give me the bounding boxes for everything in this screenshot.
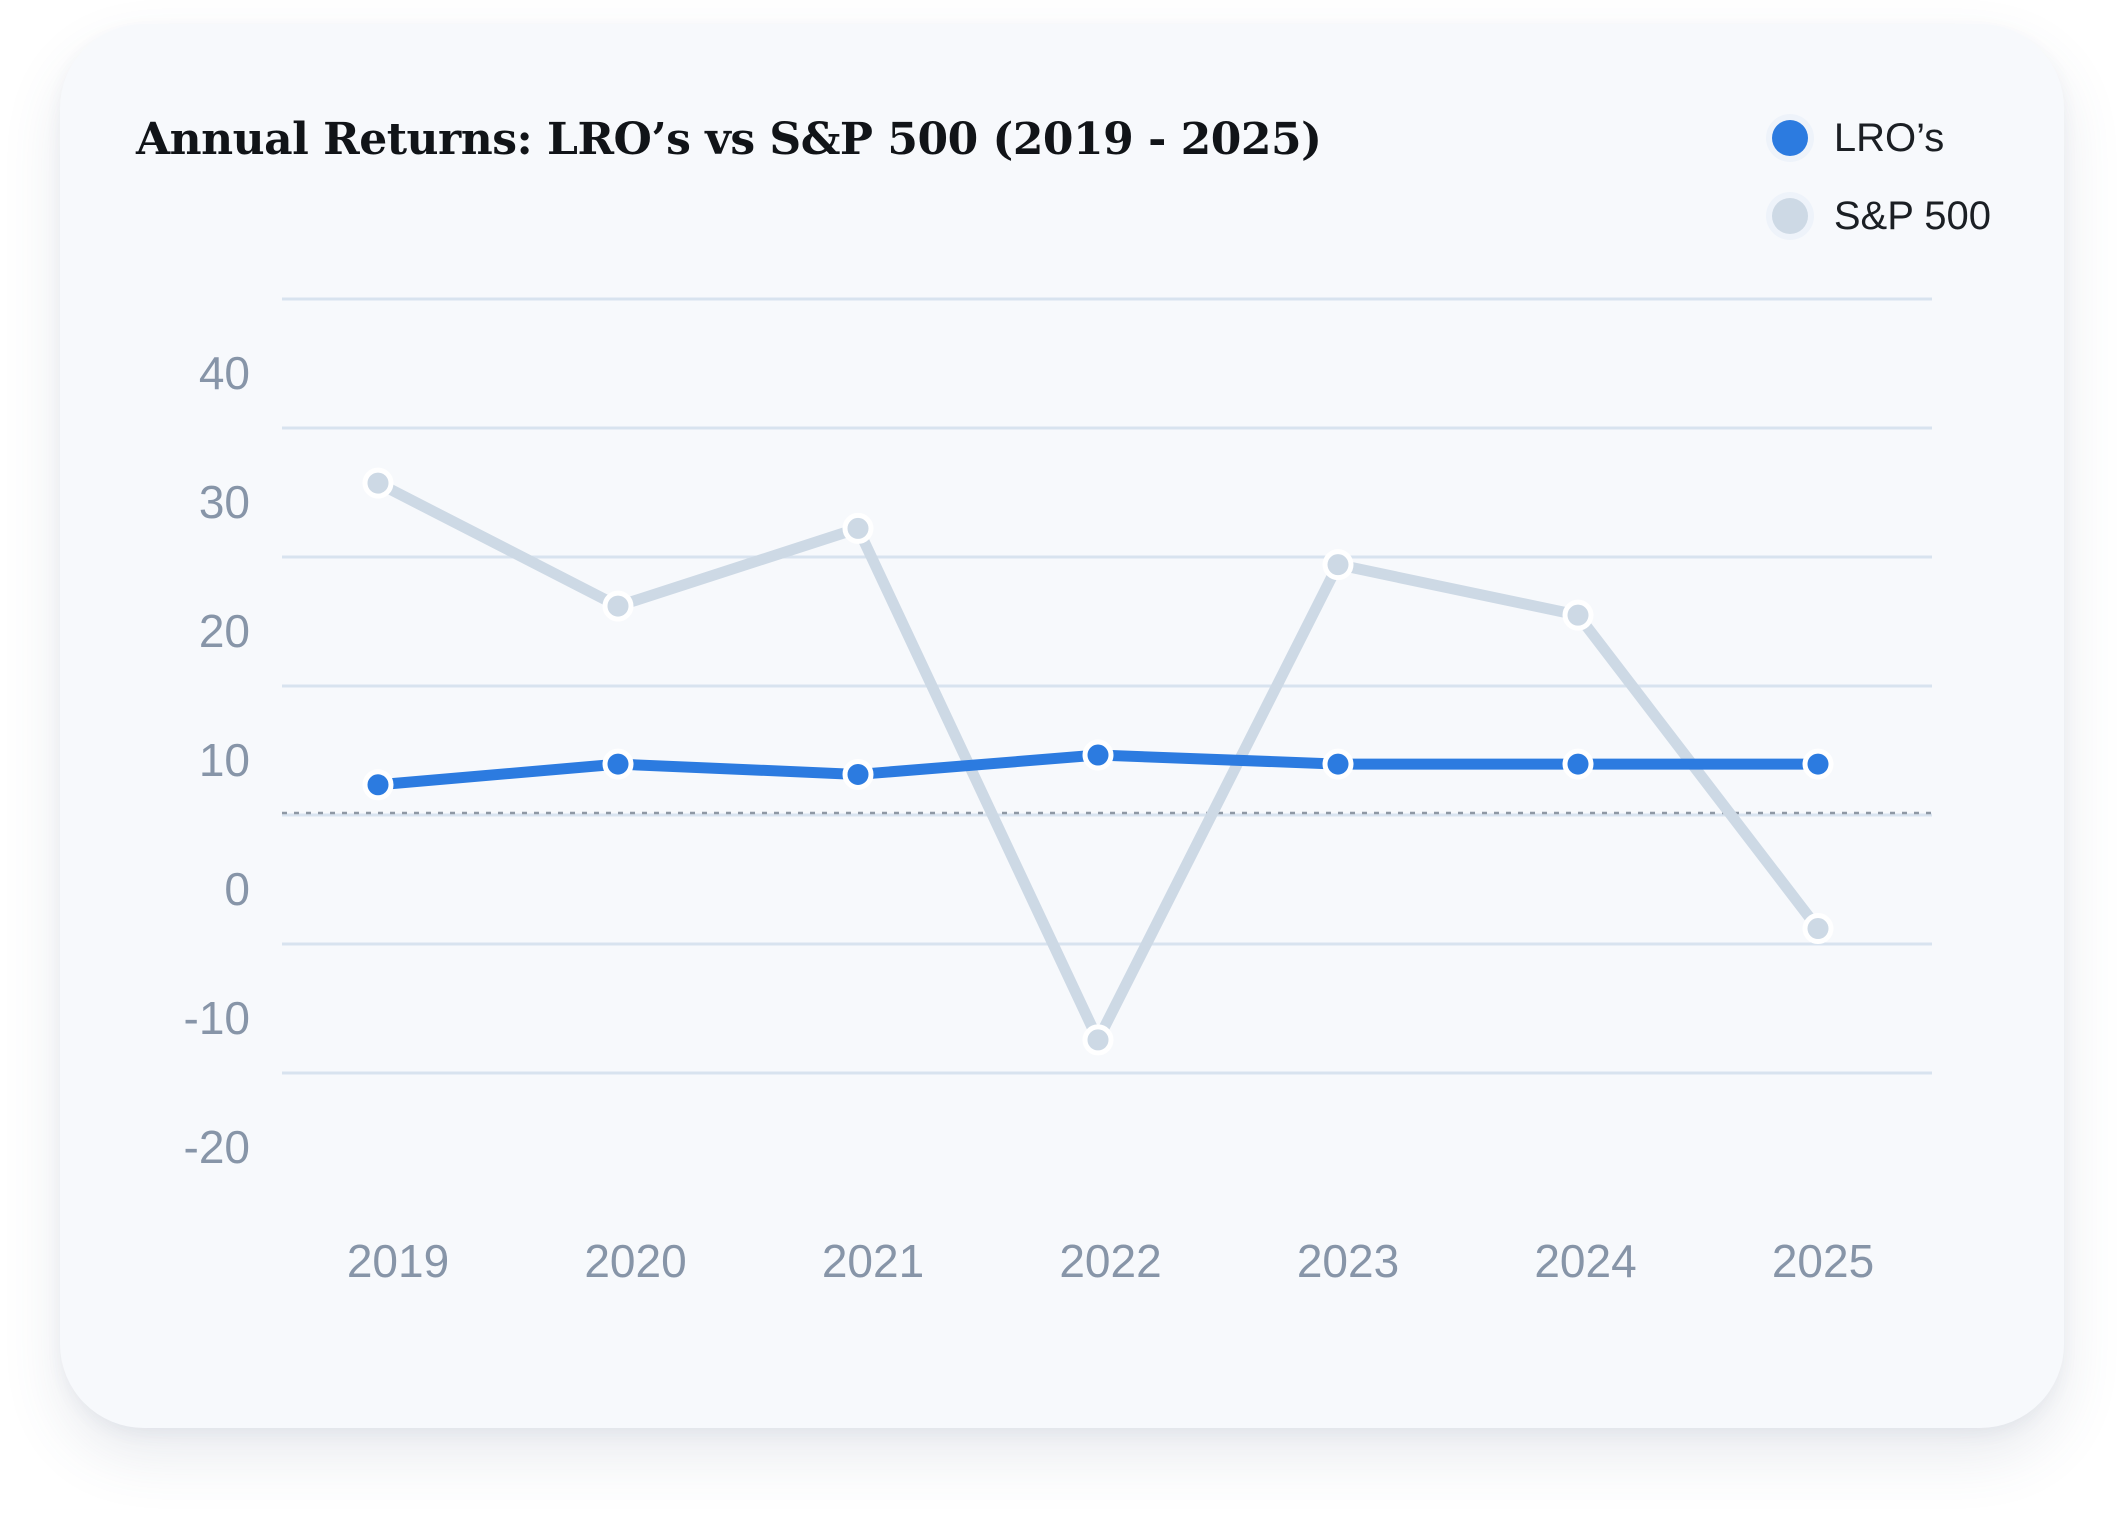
x-tick-label: 2019 <box>347 1235 449 1287</box>
y-tick-label: 20 <box>199 605 250 657</box>
y-tick-label: 30 <box>199 476 250 528</box>
legend-item-lros[interactable]: LRO’s <box>1771 110 1991 166</box>
data-point-lros <box>1322 748 1354 780</box>
data-point-lros <box>1562 748 1594 780</box>
data-point-lros <box>1082 739 1114 771</box>
chart-card <box>60 24 2064 1428</box>
legend-marker-lros-icon <box>1771 120 1808 156</box>
y-tick-label: 40 <box>199 347 250 399</box>
data-point-sp500 <box>842 512 874 544</box>
chart-legend: LRO’s S&P 500 <box>1771 110 1991 266</box>
legend-marker-sp500-icon <box>1771 198 1808 234</box>
data-point-sp500 <box>362 467 394 499</box>
data-point-sp500 <box>1562 599 1594 631</box>
y-tick-label: 0 <box>224 863 250 915</box>
data-point-lros <box>1802 748 1834 780</box>
y-tick-label: -20 <box>184 1121 250 1173</box>
x-tick-label: 2025 <box>1772 1235 1874 1287</box>
data-point-sp500 <box>602 590 634 622</box>
x-tick-label: 2024 <box>1534 1235 1636 1287</box>
y-tick-label: 10 <box>199 734 250 786</box>
legend-item-sp500[interactable]: S&P 500 <box>1771 188 1991 244</box>
legend-label-sp500: S&P 500 <box>1833 193 1991 238</box>
x-tick-label: 2022 <box>1059 1235 1161 1287</box>
data-point-lros <box>362 769 394 801</box>
data-point-sp500 <box>1322 549 1354 581</box>
y-tick-label: -10 <box>184 992 250 1044</box>
x-tick-label: 2023 <box>1297 1235 1399 1287</box>
data-point-lros <box>842 758 874 790</box>
x-tick-label: 2020 <box>584 1235 686 1287</box>
x-tick-label: 2021 <box>822 1235 924 1287</box>
data-point-lros <box>602 748 634 780</box>
chart-title: Annual Returns: LRO’s vs S&P 500 (2019 -… <box>136 114 1322 165</box>
data-point-sp500 <box>1802 913 1834 945</box>
data-point-sp500 <box>1082 1024 1114 1056</box>
legend-label-lros: LRO’s <box>1833 115 1945 160</box>
